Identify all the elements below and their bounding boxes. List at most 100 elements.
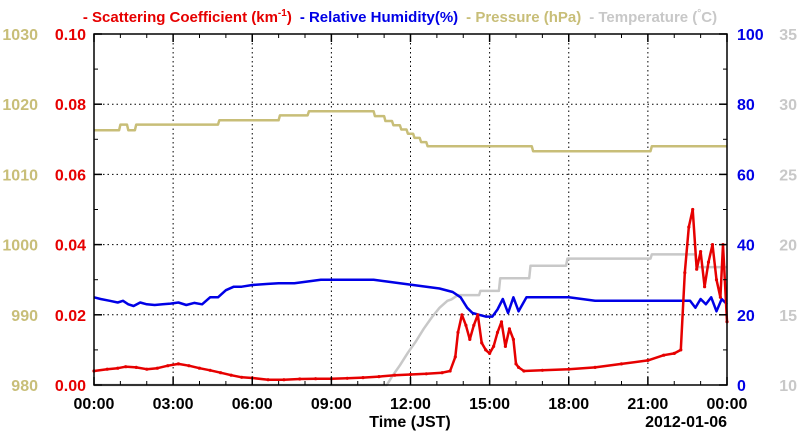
- legend-item-tail: C): [701, 9, 717, 26]
- scattering-point: [476, 313, 480, 317]
- scattering-point: [488, 351, 492, 355]
- scattering-point: [472, 323, 476, 327]
- scattering-point: [456, 330, 460, 334]
- x-tick-label: 06:00: [232, 396, 273, 413]
- axis-humidity: 0 20 40 60 80 100: [719, 27, 764, 395]
- scattering-point: [687, 225, 691, 229]
- pressure-tick-label: 1000: [2, 238, 38, 255]
- temperature-tick-label: 15: [779, 308, 797, 325]
- scattering-point: [468, 337, 472, 341]
- scattering-point: [424, 372, 428, 376]
- scattering-point: [714, 278, 719, 282]
- scattering-point: [679, 348, 683, 352]
- scattering-point: [187, 364, 191, 368]
- x-axis-label: Time (JST): [369, 414, 451, 431]
- temperature-tick-label: 35: [779, 27, 797, 44]
- scattering-point: [240, 375, 244, 379]
- scattering-point: [514, 362, 518, 366]
- scattering-point: [105, 367, 109, 371]
- date-label: 2012-01-06: [645, 414, 727, 431]
- scattering-tick-label: 0.00: [55, 378, 86, 395]
- scattering-point: [408, 372, 413, 377]
- scattering-point: [499, 320, 504, 324]
- scattering-point: [683, 271, 687, 275]
- axis-scattering: 0.00 0.02 0.04 0.06 0.08 0.10: [55, 27, 102, 395]
- x-tick-label: 00:00: [74, 396, 115, 413]
- axis-temperature: 10 15 20 25 30 35: [779, 27, 797, 395]
- legend-item: - Temperature (: [589, 9, 697, 26]
- scattering-point: [134, 365, 138, 369]
- pressure-tick-label: 980: [11, 378, 38, 395]
- humidity-tick-label: 0: [737, 378, 746, 395]
- scattering-point: [440, 371, 444, 375]
- scattering-point: [377, 375, 381, 379]
- scattering-point: [229, 373, 233, 377]
- scattering-tick-label: 0.02: [55, 308, 86, 325]
- pressure-tick-label: 1030: [2, 27, 38, 44]
- scattering-point: [492, 344, 496, 348]
- scattering-point: [116, 366, 120, 370]
- temperature-tick-label: 25: [779, 167, 797, 184]
- pressure-tick-label: 1010: [2, 167, 38, 184]
- humidity-tick-label: 40: [737, 238, 755, 255]
- axis-x: 00:00 03:00 06:00 09:00 12:00 15:00 18:00 21:00…: [74, 34, 748, 413]
- axis-pressure: 980 990 1000 1010 1020 1030: [2, 27, 38, 395]
- x-tick-label: 18:00: [548, 396, 589, 413]
- series-line-humidity: [93, 278, 728, 318]
- scattering-point: [710, 243, 715, 247]
- humidity-tick-label: 100: [737, 27, 764, 44]
- scattering-point: [345, 376, 349, 380]
- scattering-point: [208, 368, 212, 372]
- x-tick-label: 03:00: [153, 396, 194, 413]
- scattering-point: [495, 330, 500, 334]
- legend-item-sup: -1: [278, 8, 287, 19]
- legend-item: - Pressure (hPa): [466, 9, 581, 26]
- scattering-point: [453, 355, 457, 359]
- scattering-tick-label: 0.08: [55, 97, 86, 114]
- scattering-point: [155, 366, 159, 370]
- scattering-tick-label: 0.10: [55, 27, 86, 44]
- scattering-point: [464, 323, 468, 327]
- x-tick-label: 09:00: [311, 396, 352, 413]
- x-tick-label: 15:00: [469, 396, 510, 413]
- scattering-point: [484, 348, 488, 352]
- scattering-point: [266, 378, 270, 382]
- temperature-tick-label: 30: [779, 97, 797, 114]
- legend-item-tail: ): [287, 9, 292, 26]
- humidity-tick-label: 80: [737, 97, 755, 114]
- scattering-tick-label: 0.04: [55, 238, 86, 255]
- legend: - Scattering Coefficient (km-1) - Relativ…: [83, 8, 717, 26]
- pressure-tick-label: 1020: [2, 97, 38, 114]
- x-tick-label: 00:00: [707, 396, 748, 413]
- scattering-point: [166, 364, 170, 368]
- scattering-point: [480, 341, 484, 345]
- scattering-point: [662, 353, 666, 357]
- scattering-tick-label: 0.06: [55, 167, 86, 184]
- x-tick-label: 21:00: [627, 396, 668, 413]
- scattering-point: [503, 344, 507, 348]
- scattering-point: [219, 371, 223, 375]
- scattering-point: [282, 378, 286, 382]
- legend-item-sup: °: [697, 8, 701, 19]
- scattering-point: [699, 250, 703, 254]
- scattering-point: [522, 369, 526, 373]
- scattering-point: [619, 362, 624, 366]
- scattering-point: [517, 365, 521, 369]
- scattering-point: [672, 351, 676, 355]
- scattering-point: [507, 327, 511, 331]
- scattering-point: [176, 362, 180, 366]
- series-line-scattering: [93, 208, 729, 381]
- scattering-point: [691, 207, 695, 212]
- scattering-point: [124, 365, 128, 369]
- humidity-tick-label: 60: [737, 167, 755, 184]
- scattering-point: [511, 337, 515, 341]
- scattering-point: [393, 373, 397, 377]
- legend-item: - Scattering Coefficient (km: [83, 9, 278, 26]
- scattering-point: [703, 285, 707, 289]
- scattering-point: [460, 313, 464, 317]
- scattering-point: [361, 376, 365, 380]
- scattering-point: [706, 260, 711, 264]
- temperature-tick-label: 10: [779, 378, 797, 395]
